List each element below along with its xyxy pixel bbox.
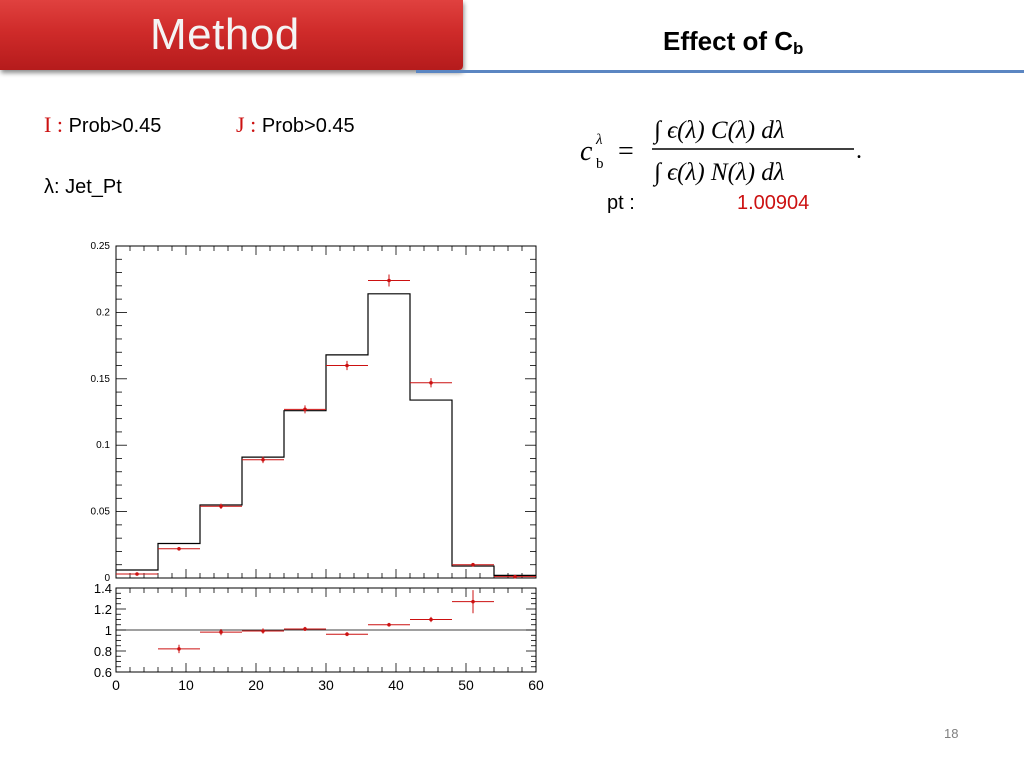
ratio-point	[303, 627, 307, 631]
x-tick-label: 60	[528, 677, 544, 693]
subtitle-main: Effect of C	[663, 26, 793, 56]
data-point	[177, 546, 181, 551]
subtitle-subscript: b	[793, 39, 804, 58]
header-divider	[416, 70, 1024, 73]
formula-period: .	[856, 138, 862, 164]
x-tick-label: 20	[248, 677, 264, 693]
cb-formula: c λ b = ∫ ϵ(λ) C(λ) dλ ∫ ϵ(λ) N(λ) dλ .	[580, 117, 862, 187]
formula-numerator: ∫ ϵ(λ) C(λ) dλ	[652, 117, 785, 145]
title-banner: Method	[0, 0, 463, 70]
x-tick-label: 40	[388, 677, 404, 693]
condition-i-symbol: I	[44, 112, 52, 137]
y-tick-label: 0.25	[91, 241, 111, 252]
x-tick-label: 30	[318, 677, 334, 693]
data-point	[135, 572, 139, 576]
histogram-chart: 00.050.10.150.20.25 0.60.811.21.40 10 20 30…	[91, 241, 544, 693]
ratio-y-tick-label: 1	[105, 623, 112, 638]
formula-lhs-sup: λ	[595, 132, 603, 148]
data-point	[345, 363, 349, 368]
y-tick-label: 0.1	[96, 440, 110, 451]
result-value: 1.00904	[737, 192, 810, 214]
condition-i-text: Prob>0.45	[68, 115, 162, 137]
distribution-panel: 0 0.05 0.1 0.15 0.2 0.25	[91, 241, 537, 584]
condition-i: I : Prob>0.45	[44, 112, 161, 138]
x-tick-label: 50	[458, 677, 474, 693]
top-plot-frame	[115, 245, 537, 579]
result-label: pt :	[607, 192, 635, 214]
data-point	[387, 278, 391, 283]
ratio-point	[177, 647, 181, 651]
x-tick-label: 0	[112, 677, 120, 693]
slide-subtitle: Effect of Cb	[663, 26, 803, 59]
condition-j-symbol: J	[236, 112, 245, 137]
slide-title: Method	[150, 10, 300, 59]
ratio-y-tick-label: 0.8	[94, 644, 112, 659]
ratio-y-tick-label: 0.6	[94, 665, 112, 680]
ratio-point	[219, 630, 223, 634]
data-point	[471, 562, 475, 567]
data-point	[303, 407, 307, 412]
formula-equals: =	[618, 136, 634, 167]
y-tick-label: 0.05	[91, 507, 111, 518]
condition-j-colon: :	[250, 112, 257, 137]
data-point	[219, 504, 223, 509]
y-tick-label: 0.15	[91, 374, 111, 385]
ratio-y-tick-label: 1.4	[94, 581, 112, 596]
ratio-panel: 0.6 0.8 1 1.2 1.4 0 10 20 30 40 50 60	[94, 581, 544, 693]
ratio-point	[429, 617, 433, 622]
y-tick-label: 0	[104, 573, 110, 584]
formula-denominator: ∫ ϵ(λ) N(λ) dλ	[652, 159, 785, 187]
data-point	[429, 380, 433, 385]
formula-lhs-sub: b	[596, 156, 604, 172]
condition-j-text: Prob>0.45	[261, 115, 355, 137]
data-point	[513, 574, 517, 579]
ratio-point	[387, 622, 391, 627]
data-point	[261, 458, 265, 462]
y-tick-label: 0.2	[96, 307, 110, 318]
condition-i-colon: :	[56, 112, 64, 137]
ratio-point	[471, 599, 475, 604]
formula-lhs: c	[580, 136, 593, 167]
condition-j: J : Prob>0.45	[236, 112, 355, 138]
ratio-point	[345, 632, 349, 636]
x-tick-label: 10	[178, 677, 194, 693]
lambda-definition: λ: Jet_Pt	[44, 176, 122, 198]
histogram-series-line	[116, 293, 536, 576]
ratio-point	[261, 629, 265, 633]
page-number: 18	[944, 726, 959, 741]
ratio-y-tick-label: 1.2	[94, 602, 112, 617]
